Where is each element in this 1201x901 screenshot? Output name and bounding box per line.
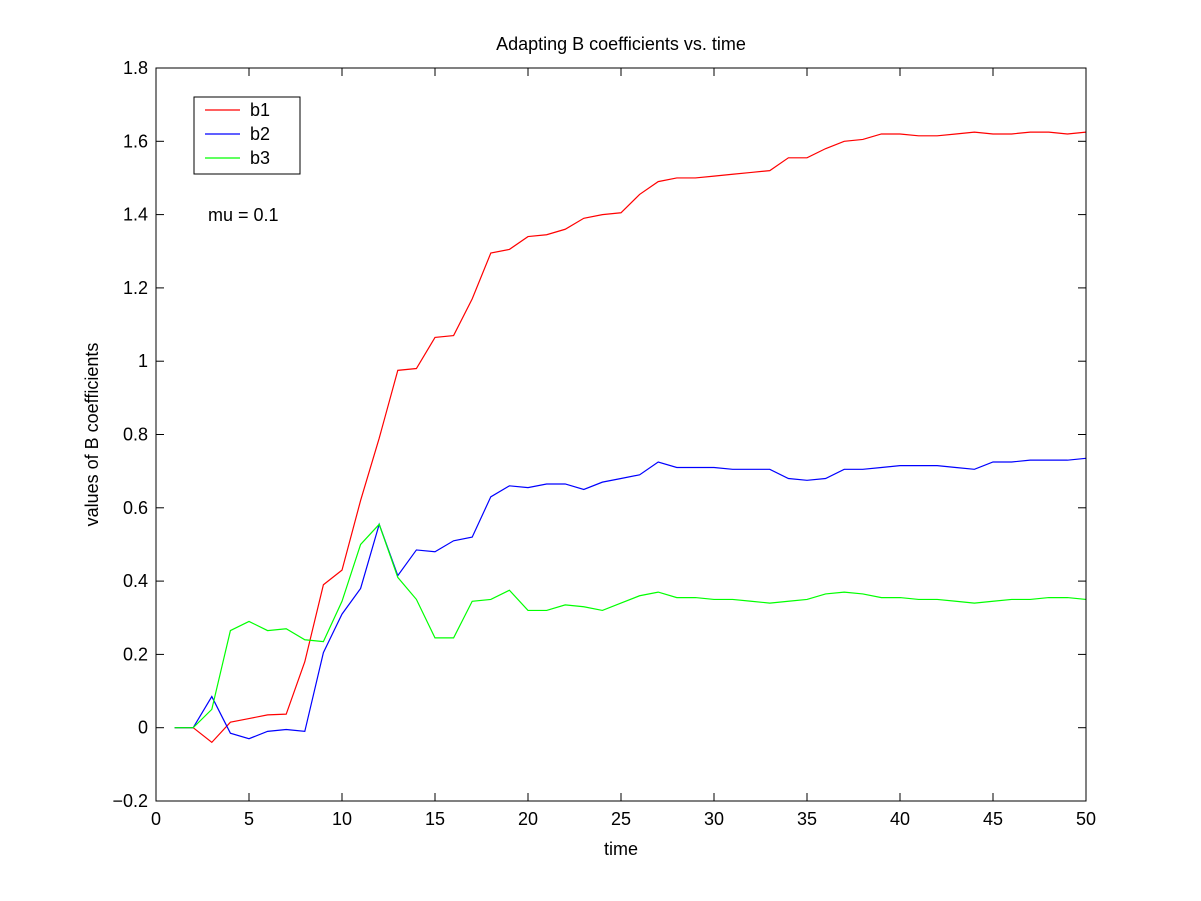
legend-box xyxy=(193,96,301,175)
x-tick-label: 40 xyxy=(890,809,910,829)
y-tick-label: 1 xyxy=(138,351,148,371)
series-line-b2 xyxy=(174,457,1087,740)
annotation-mu: mu = 0.1 xyxy=(208,205,279,225)
axis-tick-labels: 0 5 10 15 20 25 30 35 40 45 50−0.200.20.40.60.811.… xyxy=(112,58,1096,829)
series-line-b1 xyxy=(174,131,1087,744)
x-tick-label: 50 xyxy=(1076,809,1096,829)
y-tick-label: 1.2 xyxy=(123,278,148,298)
legend-items: b1 b2 b3 xyxy=(205,100,270,168)
chart-title: Adapting B coefficients vs. time xyxy=(496,34,746,54)
legend-label-b3: b3 xyxy=(250,148,270,168)
legend: b1 b2 b3 xyxy=(193,96,301,175)
x-tick-label: 45 xyxy=(983,809,1003,829)
legend-label-b2: b2 xyxy=(250,124,270,144)
y-tick-label: 0.8 xyxy=(123,425,148,445)
series-line-b3 xyxy=(174,523,1087,729)
x-tick-label: 0 xyxy=(151,809,161,829)
x-tick-label: 20 xyxy=(518,809,538,829)
y-tick-label: 1.6 xyxy=(123,131,148,151)
x-tick-label: 35 xyxy=(797,809,817,829)
y-tick-label: 1.8 xyxy=(123,58,148,78)
series-layer xyxy=(174,131,1087,744)
x-tick-label: 30 xyxy=(704,809,724,829)
axis-ticks xyxy=(155,67,1087,802)
x-tick-label: 10 xyxy=(332,809,352,829)
x-tick-label: 5 xyxy=(244,809,254,829)
x-tick-label: 25 xyxy=(611,809,631,829)
y-tick-label: 0.6 xyxy=(123,498,148,518)
y-tick-label: −0.2 xyxy=(112,791,148,811)
y-tick-label: 0 xyxy=(138,718,148,738)
legend-label-b1: b1 xyxy=(250,100,270,120)
y-tick-label: 0.2 xyxy=(123,644,148,664)
y-axis-title: values of B coefficients xyxy=(82,343,102,527)
x-tick-label: 15 xyxy=(425,809,445,829)
y-tick-label: 1.4 xyxy=(123,205,148,225)
y-tick-label: 0.4 xyxy=(123,571,148,591)
x-axis-title: time xyxy=(604,839,638,859)
